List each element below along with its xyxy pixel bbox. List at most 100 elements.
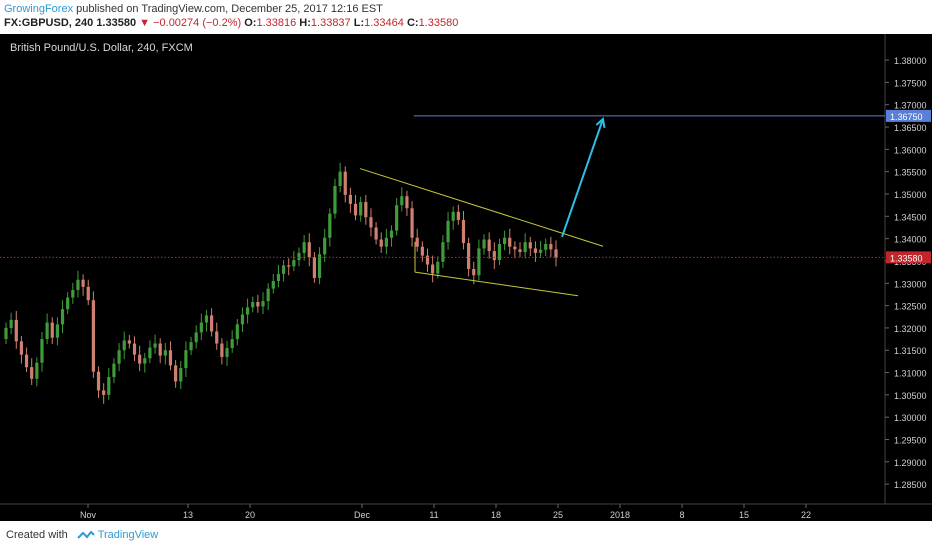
tradingview-logo-icon	[77, 530, 95, 539]
candle-body	[40, 339, 44, 363]
target-price-badge	[886, 109, 931, 122]
price-tick-label: 1.34000	[894, 235, 927, 245]
candle-body	[513, 246, 517, 250]
candle-body	[174, 365, 178, 382]
candle-body	[76, 279, 80, 290]
time-tick-label: 15	[739, 510, 749, 520]
candle-body	[528, 242, 532, 249]
last-price: 1.33580	[96, 17, 137, 29]
candle-body	[66, 297, 70, 310]
price-tick-label: 1.30000	[894, 413, 927, 423]
high-label: H:	[299, 17, 311, 29]
price-tick-label: 1.35500	[894, 168, 927, 178]
price-tick-label: 1.31500	[894, 346, 927, 356]
chart-area[interactable]: 1.38000 1.37500 1.37000 1.36500 1.36000 1.355…	[0, 34, 932, 521]
price-tick-label: 1.31000	[894, 369, 927, 379]
candle-body	[497, 243, 502, 261]
candle-body	[395, 205, 399, 231]
candle-body	[410, 208, 414, 238]
price-chart[interactable]: 1.38000 1.37500 1.37000 1.36500 1.36000 1.355…	[0, 34, 932, 521]
candle-body	[14, 319, 18, 342]
candle-body	[343, 171, 347, 195]
time-tick-label: 8	[679, 510, 684, 520]
candle-body	[482, 239, 486, 249]
price-tick-label: 1.28500	[894, 480, 927, 490]
candle-body	[287, 265, 291, 267]
candle-body	[436, 261, 440, 274]
price-tick-label: 1.33000	[894, 279, 927, 289]
candle-body	[297, 252, 301, 261]
author-link[interactable]: GrowingForex	[4, 3, 74, 15]
tradingview-brand[interactable]: TradingView	[97, 529, 159, 541]
time-axis[interactable]: Nov 13 20 Dec 11 18 25 2018 8 15 22	[80, 504, 811, 520]
high-value: 1.33837	[310, 17, 351, 29]
candle-body	[132, 343, 137, 355]
candle-body	[328, 213, 332, 238]
breakout-arrow-line	[561, 118, 604, 238]
current-price-badge	[886, 251, 931, 264]
candle-body	[143, 358, 147, 364]
candle-body	[204, 315, 209, 323]
candle-body	[148, 347, 152, 359]
wedge-lower-line	[414, 271, 579, 297]
candle-body	[35, 362, 39, 379]
candle-body	[281, 265, 286, 274]
candle-body	[266, 288, 270, 302]
candle-body	[292, 260, 296, 267]
candle-body	[102, 390, 106, 395]
published-text: published on TradingView.com, December 2…	[76, 3, 383, 15]
candle-body	[307, 242, 311, 258]
time-tick-label: Nov	[80, 510, 97, 520]
candle-body	[240, 314, 245, 325]
breakout-arrow-head	[595, 117, 606, 129]
candle-body	[333, 185, 337, 214]
candle-body	[302, 242, 306, 253]
candle-body	[477, 248, 481, 276]
candle-body	[431, 264, 435, 274]
publish-header: GrowingForex published on TradingView.co…	[0, 0, 932, 34]
candle-body	[256, 302, 260, 307]
low-label: L:	[353, 17, 365, 29]
candle-body	[518, 249, 522, 253]
candle-body	[251, 302, 255, 308]
candle-body	[441, 242, 445, 262]
chart-title: British Pound/U.S. Dollar, 240, FXCM	[10, 42, 193, 54]
symbol-label: FX:GBPUSD, 240	[4, 17, 94, 29]
candle-body	[24, 354, 29, 368]
price-tick-label: 1.34500	[894, 212, 927, 222]
candle-body	[4, 327, 8, 340]
candle-body	[112, 363, 116, 378]
candle-body	[168, 350, 173, 366]
candle-body	[163, 350, 167, 356]
price-tick-label: 1.38000	[894, 56, 927, 66]
candle-body	[71, 289, 75, 298]
down-arrow-icon: ▼	[139, 17, 151, 29]
candle-body	[127, 340, 131, 344]
close-value: 1.33580	[418, 17, 459, 29]
candle-body	[405, 196, 409, 209]
candle-body	[199, 322, 203, 333]
candle-body	[220, 343, 224, 357]
time-tick-label: 18	[491, 510, 501, 520]
candle-body	[317, 254, 322, 278]
ohlc-line: FX:GBPUSD, 240 1.33580 ▼ −0.00274 (−0.2%…	[4, 17, 458, 29]
candle-body	[230, 339, 234, 348]
candle-body	[60, 309, 65, 325]
candle-body	[245, 307, 250, 315]
candle-body	[179, 368, 183, 382]
candle-body	[323, 237, 327, 255]
candle-body	[461, 219, 466, 244]
price-tick-label: 1.37500	[894, 78, 927, 88]
candles-group	[4, 162, 558, 404]
candle-body	[19, 341, 24, 355]
candle-body	[364, 202, 368, 218]
price-axis[interactable]: 1.38000 1.37500 1.37000 1.36500 1.36000 1.355…	[885, 56, 927, 490]
candle-body	[153, 343, 157, 348]
candle-body	[81, 279, 85, 287]
open-label: O:	[244, 17, 257, 29]
time-tick-label: 2018	[610, 510, 630, 520]
candle-body	[425, 255, 430, 265]
candle-body	[415, 237, 419, 247]
price-tick-label: 1.30500	[894, 391, 927, 401]
footer: Created with TradingView	[0, 521, 932, 550]
